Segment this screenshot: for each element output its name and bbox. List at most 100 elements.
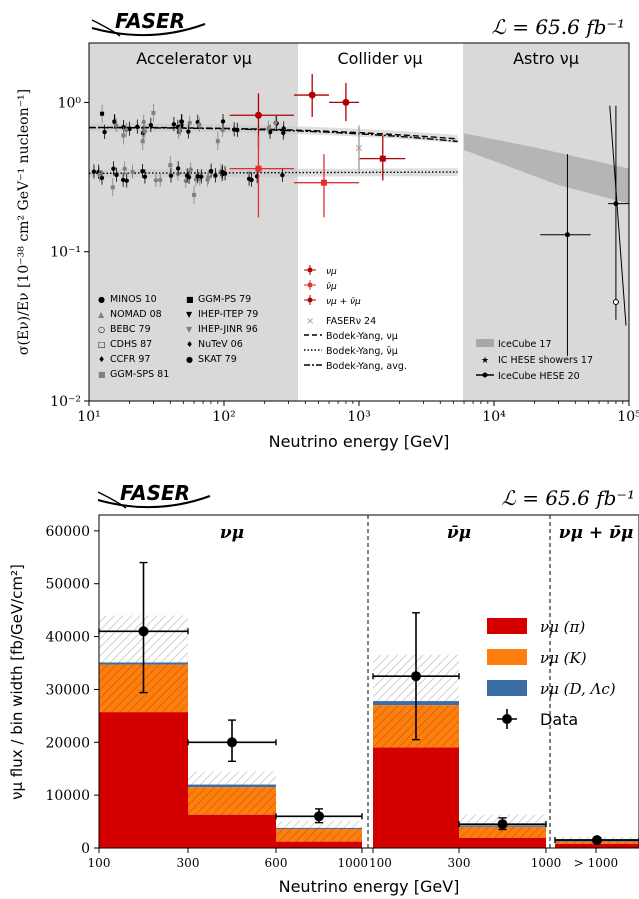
accelerator-point — [121, 133, 126, 138]
legend-swatch-icon — [487, 680, 527, 696]
accelerator-point — [281, 126, 286, 131]
accelerator-point — [273, 120, 278, 126]
accelerator-point — [220, 169, 225, 175]
faser-point — [308, 91, 316, 99]
legend-entry: IceCube 17 — [498, 339, 552, 350]
legend-astro: IceCube 17 ★ IC HESE showers 17 IceCube HES… — [476, 339, 593, 382]
accelerator-point — [122, 166, 127, 172]
legend-entry: νμ — [326, 267, 337, 277]
accelerator-point — [220, 119, 226, 124]
legend-entry: IHEP-JINR 96 — [198, 324, 258, 335]
legend-marker-icon — [482, 372, 488, 378]
bottom-x-tick-label: 100 — [88, 856, 111, 870]
accelerator-point — [184, 173, 190, 178]
legend-entry: Bodek-Yang, avg. — [326, 361, 407, 372]
legend-entry: IceCube HESE 20 — [498, 371, 580, 382]
faser-point — [320, 179, 327, 186]
accelerator-point — [179, 119, 184, 124]
legend-entry: νμ + ν̄μ — [326, 297, 361, 307]
accelerator-point — [281, 130, 286, 135]
legend-marker-icon: ■ — [186, 295, 194, 304]
accelerator-point — [213, 173, 218, 178]
legend-swatch-icon — [487, 649, 527, 665]
accelerator-point — [124, 127, 129, 133]
bottom-x-tick-label: 600 — [265, 856, 288, 870]
accelerator-point — [175, 166, 181, 171]
data-point — [592, 835, 602, 846]
legend-accelerator: ● MINOS 10 ▲ NOMAD 08 ○ BEBC 79 □ CDHS 87 ♦ CCFR … — [98, 294, 258, 380]
legend-marker-icon — [307, 267, 313, 273]
legend-entry: Bodek-Yang, ν̄μ — [326, 346, 398, 357]
bar-segment-pi — [99, 712, 188, 848]
accelerator-point — [205, 177, 210, 183]
accelerator-point — [153, 178, 159, 183]
icecube-point — [564, 232, 570, 238]
bar-segment-D — [188, 784, 276, 788]
accelerator-point — [197, 122, 202, 127]
accelerator-point — [280, 172, 285, 178]
icecube-point — [613, 201, 619, 207]
accelerator-point — [142, 129, 148, 134]
legend-entry: IC HESE showers 17 — [498, 355, 593, 366]
faser-point — [379, 155, 386, 162]
accelerator-point — [199, 174, 204, 179]
accelerator-point — [124, 178, 129, 183]
bottom-y-tick-label: 10000 — [45, 788, 90, 804]
legend-marker-icon: ○ — [98, 325, 105, 334]
legend-entry: NOMAD 08 — [110, 309, 162, 320]
legend-entry: IHEP-ITEP 79 — [198, 309, 258, 320]
accelerator-point — [97, 172, 102, 177]
legend-entry: SKAT 79 — [198, 354, 237, 365]
panel-label-numubar: ν̄μ — [447, 523, 471, 543]
accelerator-point — [215, 139, 220, 144]
accelerator-point — [235, 127, 240, 133]
accelerator-point — [148, 122, 154, 128]
legend-entry: νμ (π) — [540, 618, 585, 636]
legend-marker-icon: ♦ — [98, 355, 105, 364]
faser-point: × — [354, 141, 363, 154]
top-x-tick-label: 10¹ — [77, 409, 100, 425]
legend-band-icon — [476, 339, 494, 347]
data-point — [497, 819, 508, 830]
legend-faser: νμ ν̄μ νμ + ν̄μ × FASERν 24 Bodek-Yang, νμ Bod… — [304, 265, 407, 372]
accelerator-point — [114, 172, 119, 178]
bar-segment-pi — [373, 747, 459, 848]
accelerator-point — [140, 139, 145, 144]
bar-segment-pi — [276, 841, 362, 848]
faser-logo-text: FASER — [115, 9, 185, 33]
legend-marker-icon: □ — [98, 340, 106, 349]
bar-segment-K-hatch — [188, 787, 276, 815]
legend-entry: GGM-SPS 81 — [110, 369, 169, 380]
accelerator-point — [151, 110, 156, 115]
accelerator-point — [168, 173, 174, 178]
faser-point — [255, 165, 262, 172]
faser-point — [254, 111, 262, 119]
accelerator-point — [266, 125, 271, 131]
legend-marker-icon — [307, 297, 313, 303]
faser-logo-top: FASER — [91, 9, 206, 37]
accelerator-point — [113, 123, 119, 128]
top-y-tick-label: 10⁻² — [50, 394, 81, 410]
bottom-x-axis-label: Neutrino energy [GeV] — [279, 877, 460, 896]
accelerator-point — [208, 168, 214, 174]
bar-segment-D — [276, 827, 362, 829]
legend-entry: BEBC 79 — [110, 324, 151, 335]
legend-marker-icon: ● — [186, 355, 193, 364]
region-label-astro: Astro νμ — [513, 49, 579, 68]
accelerator-point — [111, 166, 116, 171]
legend-marker-icon: ■ — [98, 370, 106, 379]
legend-entry: νμ (K) — [540, 649, 587, 667]
legend-entry: GGM-PS 79 — [198, 294, 251, 305]
region-label-accelerator: Accelerator νμ — [136, 49, 252, 68]
luminosity-label: ℒ = 65.6 fb⁻¹ — [501, 486, 635, 510]
accelerator-point — [187, 120, 192, 126]
legend-entry: FASERν 24 — [326, 316, 376, 327]
data-point — [314, 811, 324, 822]
bottom-x-tick-label: 1000 — [531, 856, 562, 870]
accelerator-point — [130, 169, 135, 175]
faser-point — [342, 98, 350, 106]
legend-marker-icon: ▲ — [98, 310, 105, 319]
accelerator-point — [171, 122, 177, 127]
uncertainty-band — [188, 771, 276, 785]
